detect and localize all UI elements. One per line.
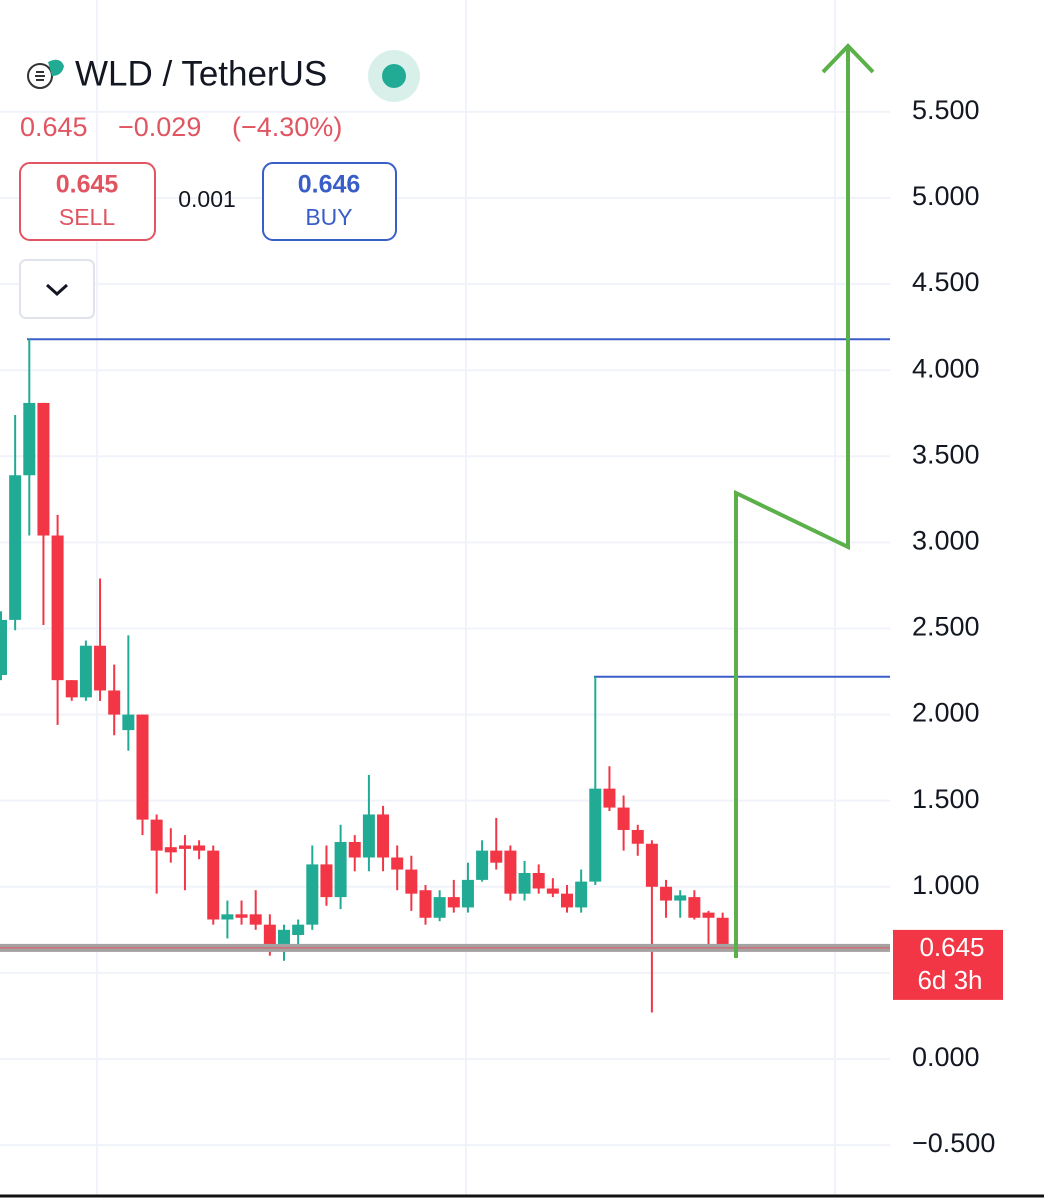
candle-body bbox=[461, 879, 474, 908]
collapse-button[interactable] bbox=[19, 259, 95, 319]
candle-body bbox=[688, 897, 701, 918]
candle-body bbox=[108, 690, 121, 715]
candle-body bbox=[79, 645, 92, 698]
candle-body bbox=[504, 850, 517, 894]
candle-body bbox=[334, 842, 347, 898]
y-tick-label: 5.000 bbox=[912, 181, 980, 211]
candle-body bbox=[193, 845, 206, 851]
candle-body bbox=[164, 847, 177, 853]
candle-body bbox=[575, 881, 588, 908]
candle-body bbox=[702, 912, 715, 918]
candle-body bbox=[518, 873, 531, 894]
candle-body bbox=[9, 475, 22, 620]
y-tick-label: 0.000 bbox=[912, 1042, 980, 1072]
y-tick-label: 3.000 bbox=[912, 526, 980, 556]
buy-button[interactable]: 0.646 BUY bbox=[262, 162, 397, 241]
candle-body bbox=[122, 714, 135, 731]
price: 0.645 bbox=[20, 112, 88, 142]
candle-body bbox=[207, 850, 220, 920]
price-tag bbox=[893, 929, 1003, 1000]
candle-body bbox=[716, 917, 729, 946]
grid bbox=[0, 110, 890, 1147]
y-tick-label: 3.500 bbox=[912, 439, 980, 469]
candle-body bbox=[419, 890, 432, 918]
status-dot bbox=[382, 64, 406, 88]
candle-body bbox=[589, 788, 602, 882]
sell-button[interactable]: 0.645 SELL bbox=[19, 162, 156, 241]
candle-body bbox=[603, 788, 616, 808]
drawn-arrow bbox=[734, 43, 875, 958]
sell-label: SELL bbox=[59, 204, 115, 230]
candle-body bbox=[178, 845, 191, 849]
spread: 0.001 bbox=[178, 186, 236, 212]
collapse-box[interactable] bbox=[19, 259, 95, 319]
candle-body bbox=[447, 897, 460, 908]
plot bbox=[0, 338, 890, 1013]
y-tick-label: 2.000 bbox=[912, 698, 980, 728]
y-tick-label: 2.500 bbox=[912, 612, 980, 642]
candle-body bbox=[476, 850, 489, 880]
candle-body bbox=[94, 645, 107, 691]
candle-body bbox=[51, 535, 64, 681]
candle-body bbox=[660, 886, 673, 901]
buy-box[interactable] bbox=[262, 162, 397, 241]
header: WLD / TetherUS 0.645 −0.029 (−4.30%) 0.6… bbox=[19, 50, 420, 319]
y-tick-label: 1.000 bbox=[912, 870, 980, 900]
y-tick-label: 1.500 bbox=[912, 784, 980, 814]
candle-body bbox=[631, 829, 644, 844]
buy-price: 0.646 bbox=[298, 171, 361, 199]
candle-body bbox=[490, 850, 503, 863]
buy-label: BUY bbox=[305, 204, 352, 230]
y-tick-label: 5.500 bbox=[912, 95, 980, 125]
candle-body bbox=[249, 914, 262, 925]
y-axis: −0.5000.0000.5001.0001.5002.0002.5003.00… bbox=[893, 95, 1003, 1158]
candle-body bbox=[348, 842, 361, 858]
y-tick-label: 4.000 bbox=[912, 353, 980, 383]
candle-body bbox=[65, 680, 78, 698]
candle-body bbox=[292, 924, 305, 935]
candle-body bbox=[37, 402, 50, 536]
y-tick-label: 4.500 bbox=[912, 267, 980, 297]
sell-box[interactable] bbox=[19, 162, 156, 241]
logo-mark bbox=[35, 71, 45, 81]
candle-body bbox=[561, 893, 573, 908]
change-percent: (−4.30%) bbox=[232, 112, 342, 142]
candle-body bbox=[362, 814, 375, 858]
y-tick-label: −0.500 bbox=[912, 1128, 995, 1158]
sell-price: 0.645 bbox=[56, 171, 119, 199]
logo-leaf bbox=[48, 59, 64, 76]
candle-body bbox=[645, 843, 658, 887]
candle-body bbox=[221, 914, 234, 920]
candle-body bbox=[546, 888, 559, 894]
candle-body bbox=[23, 402, 36, 476]
candle-body bbox=[405, 869, 418, 894]
candle-body bbox=[0, 619, 7, 675]
candle-body bbox=[320, 864, 333, 898]
candle-body bbox=[306, 864, 319, 925]
candle-body bbox=[617, 807, 630, 830]
candle-body bbox=[377, 814, 390, 858]
candle-body bbox=[433, 897, 446, 918]
candle-body bbox=[532, 873, 545, 889]
candle-body bbox=[150, 819, 163, 851]
price-tag-countdown: 6d 3h bbox=[917, 965, 982, 995]
candle-body bbox=[136, 714, 149, 820]
change: −0.029 bbox=[118, 112, 201, 142]
candle-body bbox=[235, 914, 248, 918]
candle-body bbox=[391, 857, 404, 870]
chevron bbox=[45, 283, 69, 297]
candle-body bbox=[674, 895, 687, 901]
chart-title: WLD / TetherUS bbox=[75, 54, 327, 93]
price-tag-value: 0.645 bbox=[919, 932, 984, 962]
